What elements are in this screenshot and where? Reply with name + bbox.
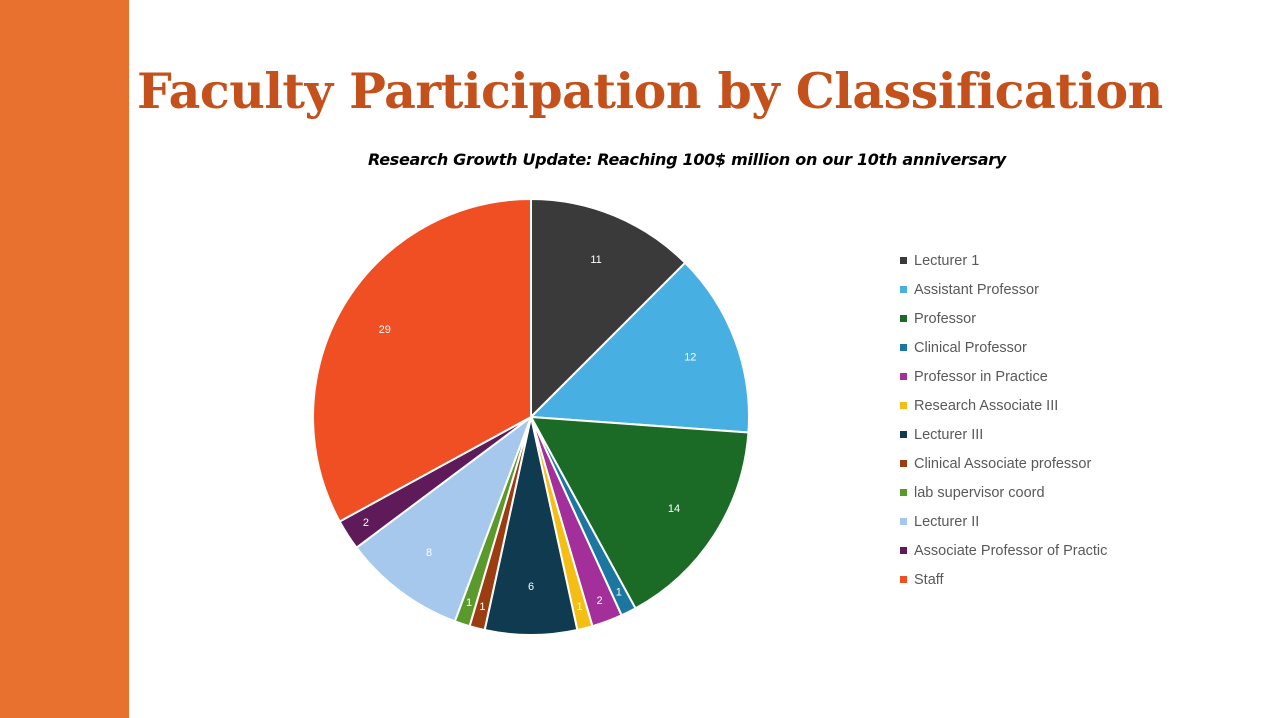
legend-item-lecturer-1: Lecturer 1 [900, 246, 1107, 275]
legend-label: Professor [914, 310, 977, 327]
chart-legend: Lecturer 1 Assistant Professor Professor Cl… [900, 246, 1107, 594]
data-label-clinical-associate-professor: 1 [479, 601, 485, 613]
legend-label: Staff [914, 571, 944, 588]
legend-swatch [900, 518, 907, 525]
slide-title: Faculty Participation by Classification [137, 62, 1163, 120]
legend-swatch [900, 373, 907, 380]
pie-slice-professor [530, 416, 750, 610]
legend-item-clinical-associate-professor: Clinical Associate professor [900, 449, 1107, 478]
legend-item-associate-professor-of-practic: Associate Professor of Practic [900, 536, 1107, 565]
legend-item-professor-in-practice: Professor in Practice [900, 362, 1107, 391]
legend-label: Research Associate III [914, 397, 1059, 414]
legend-item-clinical-professor: Clinical Professor [900, 333, 1107, 362]
legend-label: Lecturer III [914, 426, 984, 443]
pie-slice-lecturer-1 [530, 198, 687, 418]
data-label-lecturer-1: 11 [590, 254, 601, 266]
data-label-lecturer-ii: 8 [426, 547, 432, 559]
pie-slice-lecturer-ii [355, 416, 532, 623]
legend-item-staff: Staff [900, 565, 1107, 594]
legend-swatch [900, 460, 907, 467]
data-label-clinical-professor: 1 [616, 586, 622, 598]
side-accent-bar [0, 0, 129, 718]
data-label-associate-professor-of-practic: 2 [363, 517, 369, 529]
pie-slice-staff [312, 198, 532, 523]
legend-label: Professor in Practice [914, 368, 1048, 385]
legend-label: lab supervisor coord [914, 484, 1045, 501]
legend-item-professor: Professor [900, 304, 1107, 333]
legend-label: Clinical Professor [914, 339, 1027, 356]
legend-label: Lecturer II [914, 513, 980, 530]
data-label-staff: 29 [379, 324, 391, 336]
legend-label: Assistant Professor [914, 281, 1039, 298]
legend-swatch [900, 402, 907, 409]
legend-item-lecturer-ii: Lecturer II [900, 507, 1107, 536]
legend-label: Clinical Associate professor [914, 455, 1092, 472]
data-label-professor: 14 [668, 503, 680, 515]
data-label-assistant-professor: 12 [684, 352, 696, 364]
legend-swatch [900, 286, 907, 293]
data-label-lecturer-iii: 6 [528, 581, 534, 593]
legend-label: Associate Professor of Practic [914, 542, 1108, 559]
legend-item-lecturer-iii: Lecturer III [900, 420, 1107, 449]
legend-swatch [900, 315, 907, 322]
legend-item-lab-supervisor-coord: lab supervisor coord [900, 478, 1107, 507]
data-label-professor-in-practice: 2 [596, 595, 602, 607]
legend-item-assistant-professor: Assistant Professor [900, 275, 1107, 304]
data-label-lab-supervisor-coord: 1 [466, 597, 472, 609]
pie-slice-assistant-professor [530, 261, 750, 434]
legend-swatch [900, 547, 907, 554]
chart-subtitle: Research Growth Update: Reaching 100$ mi… [368, 150, 1006, 169]
legend-swatch [900, 344, 907, 351]
legend-swatch [900, 489, 907, 496]
legend-label: Lecturer 1 [914, 252, 980, 269]
data-label-research-associate-iii: 1 [576, 601, 582, 613]
legend-swatch [900, 431, 907, 438]
legend-swatch [900, 257, 907, 264]
legend-swatch [900, 576, 907, 583]
legend-item-research-associate-iii: Research Associate III [900, 391, 1107, 420]
